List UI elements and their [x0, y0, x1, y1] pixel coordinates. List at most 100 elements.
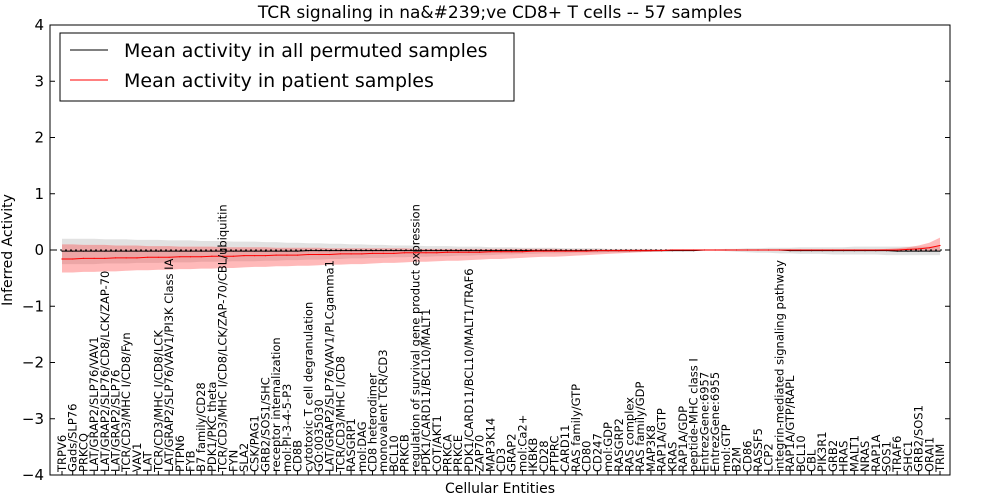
- series-1-point: [618, 250, 620, 252]
- x-tick-label: NRAS: [858, 441, 872, 472]
- x-tick-label: RAP1A/GDP: [676, 406, 690, 472]
- y-tick-label: −3: [22, 410, 44, 428]
- x-tick-label: CSK/PAG1: [248, 415, 262, 472]
- x-tick-label: RAS family/GDP: [633, 382, 647, 472]
- series-0-point: [393, 250, 395, 252]
- x-tick-label: CD80: [580, 441, 594, 473]
- series-0-point: [382, 250, 384, 252]
- x-tick-label: RAP1A/GTP/RAPL: [783, 375, 797, 472]
- series-0-point: [500, 250, 502, 252]
- legend-label-patient: Mean activity in patient samples: [124, 70, 434, 92]
- x-tick-label: FYN: [226, 450, 240, 472]
- series-0-point: [114, 250, 117, 252]
- x-tick-label: PRKCB: [398, 434, 412, 472]
- series-1-point: [93, 257, 95, 259]
- x-tick-label: MAP3K8: [644, 425, 658, 472]
- series-1-point: [757, 249, 759, 251]
- x-tick-label: receptor internalization: [269, 337, 283, 472]
- series-1-point: [414, 252, 416, 254]
- series-0-point: [157, 250, 159, 252]
- y-tick-label: 0: [34, 241, 44, 259]
- series-1-point: [628, 250, 631, 252]
- y-tick-label: −1: [22, 297, 44, 315]
- series-0-point: [61, 250, 63, 252]
- series-1-point: [114, 257, 117, 259]
- series-0-point: [264, 250, 266, 252]
- series-1-point: [436, 252, 438, 254]
- series-0-point: [211, 250, 213, 252]
- series-0-point: [243, 250, 245, 252]
- series-1-point: [232, 255, 234, 257]
- x-tick-label: TCR/CD3/MHC I/CD8/LCK/ZAP-70/CBL/ubiquit…: [216, 204, 230, 473]
- series-1-point: [222, 255, 224, 257]
- x-tick-label: integrin-mediated signaling pathway: [772, 260, 786, 472]
- x-tick-label: mol:DAG: [355, 421, 369, 472]
- series-1-point: [553, 250, 556, 252]
- x-tick-label: RASGRP2: [612, 418, 626, 472]
- x-tick-label: MAP3K14: [483, 418, 497, 472]
- y-tick-label: 3: [34, 72, 44, 90]
- series-1-point: [211, 255, 213, 257]
- x-tick-label: RAS family/GTP: [569, 384, 583, 472]
- x-tick-label: mol:PI-3-4-5-P3: [280, 384, 294, 472]
- x-tick-label: LAT/GRAP2/SLP76: [109, 370, 123, 472]
- series-1-point: [928, 247, 930, 249]
- series-0-point: [414, 250, 416, 252]
- x-tick-label: GRB2: [826, 440, 840, 472]
- series-0-point: [72, 250, 74, 252]
- series-1-point: [810, 249, 813, 251]
- series-1-point: [800, 249, 802, 251]
- x-tick-label: MALT1: [847, 435, 861, 472]
- series-1-point: [457, 251, 459, 253]
- series-1-point: [318, 253, 320, 256]
- series-0-point: [189, 250, 192, 252]
- x-tick-label: CD3: [494, 448, 508, 472]
- series-1-point: [864, 249, 866, 251]
- series-0-point: [928, 250, 930, 252]
- series-1-point: [350, 253, 352, 255]
- x-tick-label: EntrezGene:6957: [697, 372, 711, 472]
- x-tick-label: PRKCE: [451, 435, 465, 472]
- series-1-point: [329, 253, 331, 256]
- series-1-point: [907, 248, 909, 250]
- x-tick-label: CD247: [590, 433, 604, 472]
- series-0-point: [361, 250, 363, 252]
- x-tick-label: RAP1A/GTP: [655, 408, 669, 472]
- series-1-point: [682, 249, 684, 251]
- series-1-point: [104, 257, 106, 259]
- series-0-point: [104, 250, 106, 252]
- legend: Mean activity in all permuted samples Me…: [59, 32, 515, 102]
- series-1-point: [661, 250, 663, 252]
- series-0-point: [125, 250, 127, 252]
- x-tick-label: B2M: [730, 447, 744, 472]
- series-1-point: [446, 251, 449, 253]
- series-0-point: [200, 250, 202, 252]
- x-tick-label: CD28: [537, 440, 551, 472]
- x-tick-label: GO:0035030: [312, 399, 326, 472]
- y-tick-label: 1: [34, 185, 44, 203]
- series-0-point: [939, 250, 941, 252]
- series-1-point: [918, 248, 920, 250]
- y-axis-label: Inferred Activity: [0, 194, 16, 306]
- series-1-point: [468, 251, 470, 253]
- series-1-point: [778, 249, 781, 251]
- x-tick-label: peptide-MHC class I: [687, 358, 701, 472]
- x-tick-label: GRB2/SOS1/SHC: [258, 377, 272, 472]
- series-1-point: [543, 250, 545, 252]
- series-1-point: [168, 256, 170, 258]
- x-tick-label: mol:Ca2+: [515, 415, 529, 472]
- series-0-point: [168, 250, 170, 252]
- series-0-point: [918, 250, 920, 252]
- series-0-point: [521, 250, 524, 252]
- series-0-point: [457, 250, 459, 252]
- series-1-point: [500, 251, 502, 253]
- x-axis-label: Cellular Entities: [445, 481, 555, 497]
- series-1-point: [875, 249, 877, 251]
- series-1-point: [832, 249, 834, 251]
- series-1-point: [307, 253, 309, 256]
- series-1-point: [607, 250, 609, 252]
- series-1-point: [125, 257, 127, 259]
- series-0-point: [307, 250, 309, 252]
- x-tick-label: PTPRC: [548, 436, 562, 472]
- x-tick-label: cytotoxic T cell degranulation: [301, 302, 315, 472]
